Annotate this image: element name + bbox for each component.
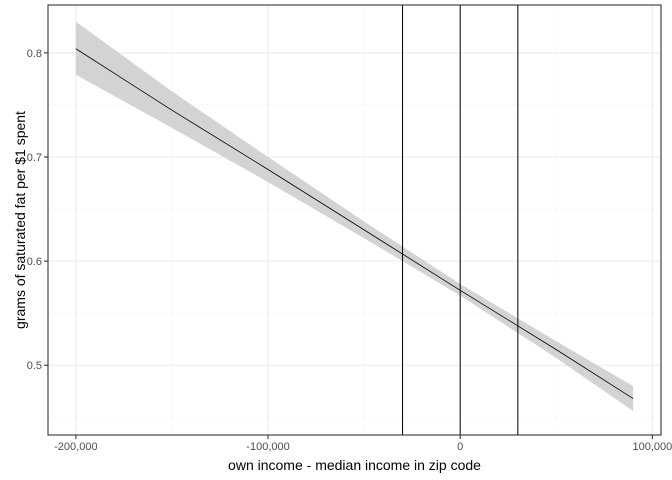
fit-line bbox=[75, 48, 634, 399]
x-tick-label: 0 bbox=[457, 441, 463, 453]
confidence-ribbon bbox=[75, 21, 634, 412]
y-tick-label: 0.7 bbox=[27, 152, 42, 164]
x-axis-ticks: -200,000 -100,000 0 100,000 bbox=[54, 435, 672, 453]
reference-lines bbox=[402, 5, 519, 435]
panel-border bbox=[47, 4, 662, 436]
y-axis-ticks: 0.5 0.6 0.7 0.8 bbox=[27, 48, 48, 372]
x-tick-label: -200,000 bbox=[54, 441, 97, 453]
x-axis-title: own income - median income in zip code bbox=[228, 457, 481, 473]
y-tick-label: 0.6 bbox=[27, 256, 42, 268]
y-tick-label: 0.8 bbox=[27, 48, 42, 60]
y-tick-label: 0.5 bbox=[27, 360, 42, 372]
minor-gridlines bbox=[48, 5, 661, 435]
x-tick-label: -100,000 bbox=[246, 441, 289, 453]
y-axis-title: grams of saturated fat per $1 spent bbox=[12, 111, 28, 329]
x-tick-label: 100,000 bbox=[632, 441, 672, 453]
